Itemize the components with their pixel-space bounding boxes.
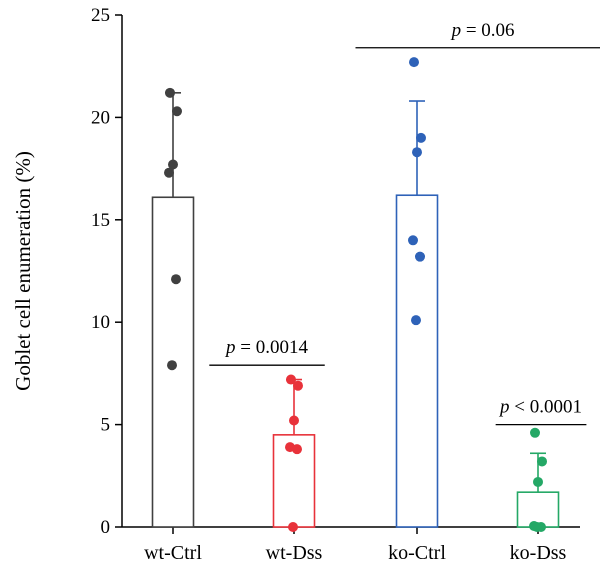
data-point-wt-Dss: [288, 522, 298, 532]
significance-label: p = 0.06: [450, 20, 515, 41]
y-tick-label: 0: [101, 517, 111, 538]
data-point-ko-Dss: [537, 456, 547, 467]
x-tick-label: wt-Ctrl: [144, 542, 202, 564]
axes: 0 5 10 15 20 25 wt-Ctrl wt-Dss ko-Ctrl ko-Dss: [91, 5, 580, 564]
data-point-wt-Dss: [292, 444, 302, 455]
p-value: < 0.0001: [510, 397, 582, 418]
x-tick-label: ko-Dss: [510, 542, 567, 564]
data-point-ko-Ctrl: [408, 235, 418, 246]
y-tick-label: 5: [101, 415, 111, 436]
data-point-ko-Ctrl: [411, 315, 421, 326]
data-point-ko-Ctrl: [416, 132, 426, 143]
y-axis-label: Goblet cell enumeration (%): [11, 151, 35, 391]
data-point-ko-Ctrl: [412, 147, 422, 158]
bar-ko-Dss: [516, 491, 560, 528]
data-point-ko-Ctrl: [409, 57, 419, 68]
p-symbol: p: [498, 397, 510, 418]
data-point-wt-Ctrl: [168, 159, 178, 170]
significance-label: p < 0.0001: [498, 397, 582, 418]
data-point-wt-Ctrl: [164, 167, 174, 178]
y-tick-label: 25: [91, 5, 110, 26]
data-point-ko-Dss: [533, 476, 543, 487]
y-tick-label: 20: [91, 107, 110, 128]
data-point-wt-Ctrl: [165, 87, 175, 98]
data-points: [164, 57, 547, 532]
data-point-wt-Ctrl: [172, 106, 182, 117]
significance-label: p = 0.0014: [224, 337, 308, 358]
data-point-wt-Ctrl: [171, 274, 181, 285]
p-value: = 0.06: [461, 20, 514, 41]
data-point-ko-Ctrl: [415, 251, 425, 262]
p-symbol: p: [450, 20, 462, 41]
p-symbol: p: [224, 337, 236, 358]
data-point-wt-Ctrl: [167, 360, 177, 371]
data-point-ko-Dss: [532, 522, 542, 532]
x-tick-label: ko-Ctrl: [388, 542, 446, 564]
bar-ko-Ctrl: [395, 194, 439, 528]
data-point-ko-Dss: [530, 427, 540, 438]
data-point-wt-Dss: [286, 374, 296, 385]
error-bars: [165, 92, 546, 493]
x-tick-label: wt-Dss: [266, 542, 323, 564]
y-tick-label: 15: [91, 210, 110, 231]
p-value: = 0.0014: [236, 337, 309, 358]
data-point-wt-Dss: [289, 415, 299, 426]
data-point-wt-Dss: [293, 380, 303, 391]
y-tick-label: 10: [91, 312, 110, 333]
bars: [151, 194, 560, 528]
